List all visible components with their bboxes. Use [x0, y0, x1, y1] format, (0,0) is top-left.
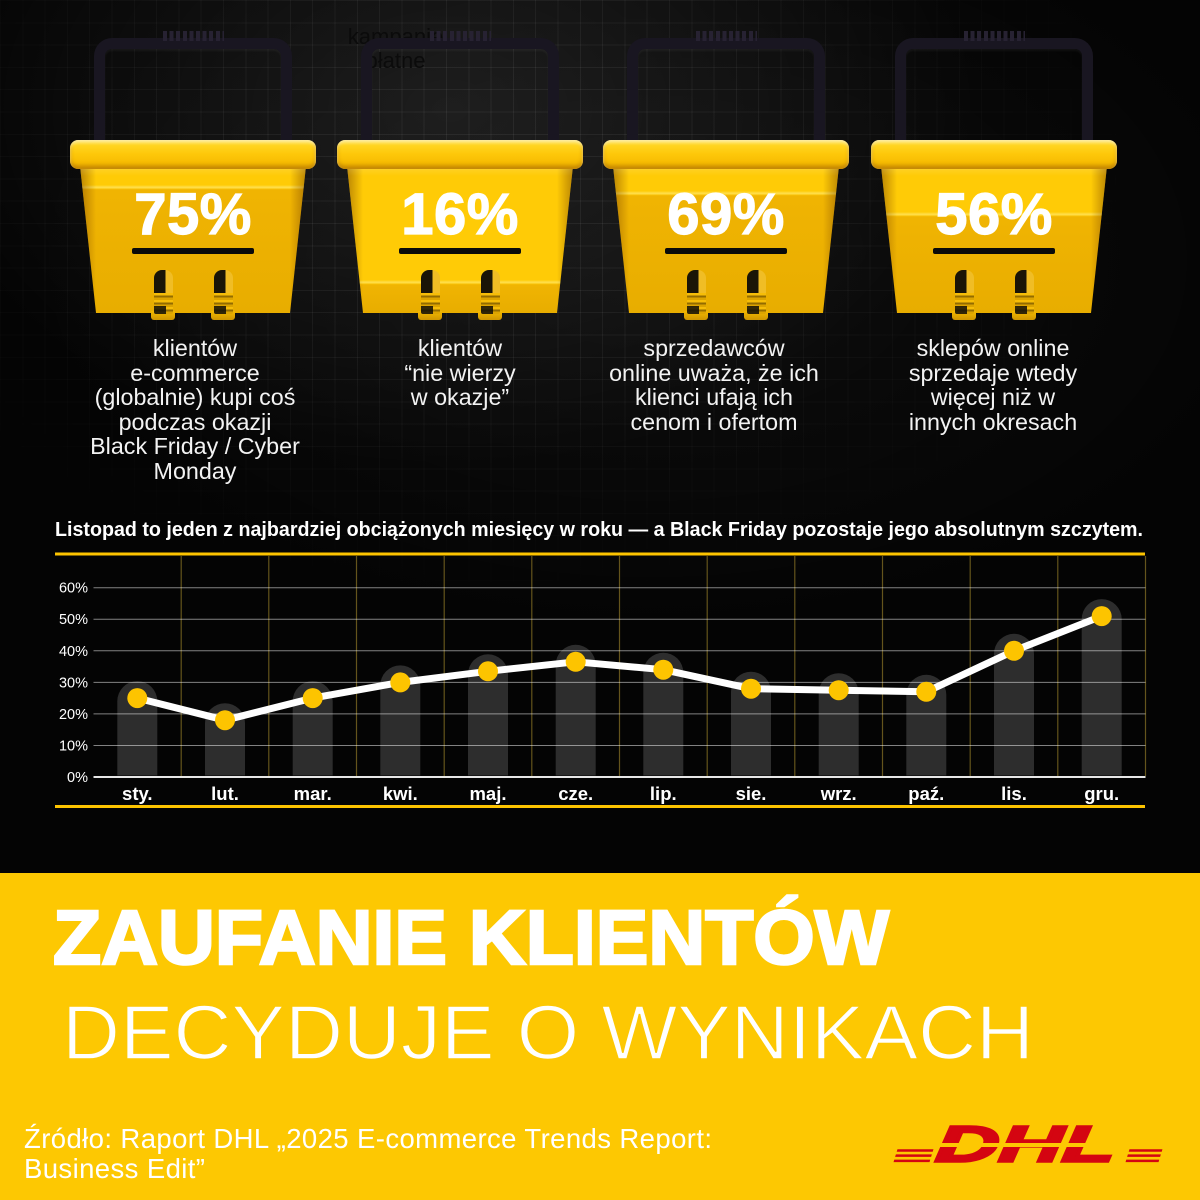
svg-text:DECYDUJE O WYNIKACH: DECYDUJE O WYNIKACH — [62, 990, 1034, 1076]
svg-text:0%: 0% — [67, 770, 88, 786]
svg-text:sie.: sie. — [736, 783, 767, 804]
svg-text:paź.: paź. — [908, 783, 944, 804]
svg-text:Listopad to jeden z najbardzie: Listopad to jeden z najbardziej obciążon… — [55, 519, 1143, 541]
svg-text:sty.: sty. — [122, 783, 153, 804]
svg-text:50%: 50% — [59, 612, 88, 628]
svg-text:lut.: lut. — [211, 783, 239, 804]
svg-text:60%: 60% — [59, 581, 88, 597]
svg-text:mar.: mar. — [294, 783, 332, 804]
svg-text:maj.: maj. — [469, 783, 506, 804]
svg-text:10%: 10% — [59, 739, 88, 755]
svg-text:wrz.: wrz. — [820, 783, 857, 804]
svg-text:40%: 40% — [59, 644, 88, 660]
svg-text:lip.: lip. — [650, 783, 677, 804]
svg-text:30%: 30% — [59, 675, 88, 691]
svg-text:cze.: cze. — [558, 783, 593, 804]
svg-text:ZAUFANIE KLIENTÓW: ZAUFANIE KLIENTÓW — [53, 895, 889, 981]
svg-text:20%: 20% — [59, 707, 88, 723]
svg-text:lis.: lis. — [1001, 783, 1027, 804]
svg-text:kwi.: kwi. — [383, 783, 418, 804]
svg-text:gru.: gru. — [1084, 783, 1119, 804]
